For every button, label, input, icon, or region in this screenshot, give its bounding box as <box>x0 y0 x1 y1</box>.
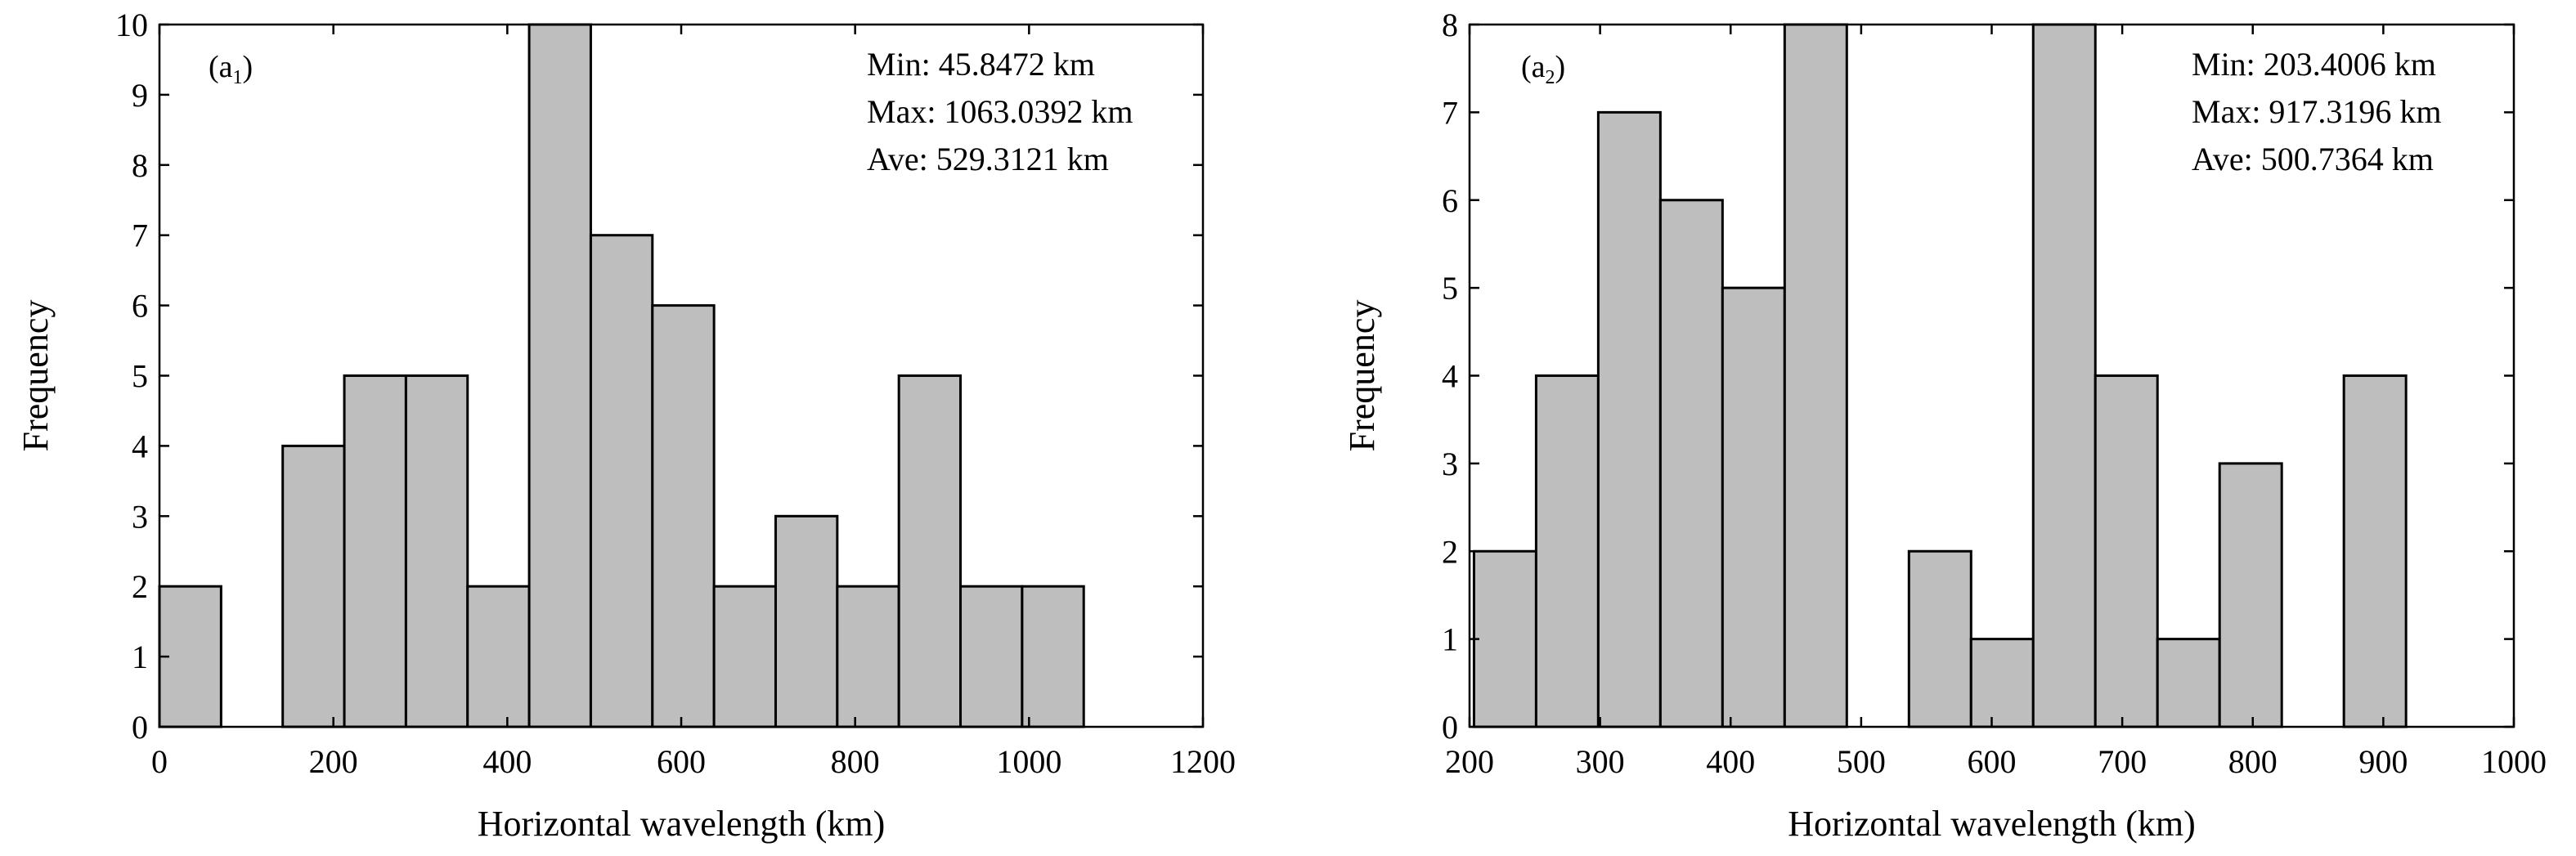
y-tick-label: 1 <box>1442 621 1458 658</box>
y-tick-label: 10 <box>115 7 148 43</box>
histogram-bar <box>404 374 469 728</box>
x-tick-label: 800 <box>2228 743 2278 780</box>
histogram-bar <box>2094 374 2159 728</box>
y-tick-label: 8 <box>1442 7 1458 43</box>
histogram-bar <box>1721 286 1786 728</box>
histogram-bar <box>1021 585 1085 728</box>
y-tick-label: 0 <box>1442 709 1458 746</box>
x-tick-label: 900 <box>2358 743 2408 780</box>
stats-annotation: Max: 1063.0392 km <box>867 93 1133 130</box>
histogram-bar <box>281 444 346 728</box>
x-tick-label: 800 <box>831 743 880 780</box>
histogram-bar <box>959 585 1024 728</box>
stats-annotation: Min: 203.4006 km <box>2192 46 2436 83</box>
y-tick-label: 2 <box>132 568 148 605</box>
histogram-bar <box>1969 638 2035 728</box>
histogram-bar <box>1596 110 1662 728</box>
panel-label: (a1) <box>209 50 253 88</box>
stats-annotation: Max: 917.3196 km <box>2192 93 2442 130</box>
histogram-bar <box>897 374 963 728</box>
stats-annotation: Ave: 529.3121 km <box>867 141 1109 177</box>
histogram-bar <box>2156 638 2221 728</box>
y-tick-label: 8 <box>132 147 148 184</box>
stats-annotation: Min: 45.8472 km <box>867 46 1095 83</box>
histogram-bar <box>466 585 531 728</box>
x-tick-label: 600 <box>1968 743 2017 780</box>
x-tick-label: 600 <box>657 743 706 780</box>
y-tick-label: 5 <box>1442 270 1458 307</box>
histogram-bar <box>1907 549 1972 728</box>
x-tick-label: 200 <box>309 743 358 780</box>
histogram-bar <box>1783 23 1848 728</box>
y-tick-label: 0 <box>132 709 148 746</box>
x-tick-label: 200 <box>1445 743 1494 780</box>
y-tick-label: 7 <box>132 217 148 254</box>
x-tick-label: 400 <box>1706 743 1755 780</box>
x-axis-label: Horizontal wavelength (km) <box>1788 804 2196 844</box>
histogram-bar <box>2218 462 2283 728</box>
y-tick-label: 6 <box>1442 182 1458 219</box>
chart-panel-2: 0 1 2 3 4 5 6 7 8 200 300 400 500 600 700 800 900 1000 Hor… <box>1342 7 2547 844</box>
y-tick-label: 4 <box>1442 358 1458 395</box>
x-tick-label: 500 <box>1837 743 1886 780</box>
histogram-bar <box>1534 374 1600 728</box>
histogram-bar <box>1472 549 1537 728</box>
y-axis-label: Frequency <box>1342 300 1382 452</box>
y-tick-label: 3 <box>132 498 148 535</box>
histogram-bar <box>1658 199 1724 728</box>
histogram-bar <box>527 23 592 728</box>
x-tick-label: 1000 <box>2481 743 2547 780</box>
x-axis-label: Horizontal wavelength (km) <box>478 804 886 844</box>
chart-panel-1: 0 1 2 3 4 5 6 7 8 9 10 0 200 400 600 800 1000 1200 Horizon… <box>16 7 1236 844</box>
y-tick-label: 5 <box>132 358 148 395</box>
y-tick-label: 9 <box>132 77 148 114</box>
y-axis-label: Frequency <box>16 300 56 452</box>
x-tick-label: 400 <box>482 743 532 780</box>
histogram-bar <box>2031 23 2097 728</box>
histogram-bar <box>2342 374 2408 728</box>
y-tick-label: 4 <box>132 428 148 464</box>
x-tick-label: 700 <box>2098 743 2147 780</box>
x-tick-label: 1200 <box>1170 743 1236 780</box>
x-tick-label: 300 <box>1576 743 1625 780</box>
y-tick-label: 6 <box>132 288 148 325</box>
histogram-bar <box>589 234 654 728</box>
x-tick-label: 1000 <box>996 743 1061 780</box>
histogram-bar <box>712 585 777 728</box>
histogram-bar <box>651 304 716 728</box>
panel-label: (a2) <box>1521 50 1565 88</box>
y-tick-label: 1 <box>132 639 148 675</box>
stats-annotation: Ave: 500.7364 km <box>2192 141 2434 177</box>
x-tick-label: 0 <box>151 743 168 780</box>
histogram-bar <box>836 585 900 728</box>
y-tick-label: 2 <box>1442 533 1458 570</box>
histogram-bar <box>343 374 407 728</box>
y-tick-label: 7 <box>1442 94 1458 131</box>
y-tick-label: 3 <box>1442 446 1458 482</box>
histogram-bar <box>774 514 839 728</box>
